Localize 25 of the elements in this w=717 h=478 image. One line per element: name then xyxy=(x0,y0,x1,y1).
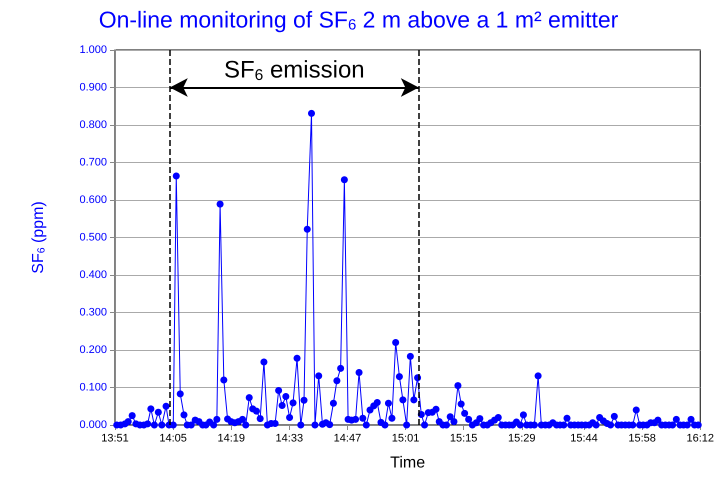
x-tick-label: 15:44 xyxy=(570,432,598,444)
y-tick-label: 0.200 xyxy=(79,344,107,356)
x-tick-label: 14:33 xyxy=(276,432,304,444)
y-axis-title: SF6 (ppm) xyxy=(30,201,48,274)
x-tick-label: 15:58 xyxy=(628,432,656,444)
y-tick-label: 1.000 xyxy=(79,44,107,56)
x-tick-label: 15:01 xyxy=(392,432,420,444)
x-axis-title: Time xyxy=(390,454,426,472)
y-tick-label: 0.300 xyxy=(79,306,107,318)
y-tick-label: 0.900 xyxy=(79,82,107,94)
y-tick-label: 0.800 xyxy=(79,119,107,131)
x-tick-label: 16:12 xyxy=(686,432,714,444)
x-tick-label: 14:19 xyxy=(217,432,245,444)
y-tick-label: 0.000 xyxy=(79,419,107,431)
y-tick-label: 0.100 xyxy=(79,382,107,394)
x-tick-label: 15:15 xyxy=(450,432,478,444)
x-tick-label: 14:47 xyxy=(334,432,362,444)
y-tick-label: 0.600 xyxy=(79,194,107,206)
x-tick-label: 14:05 xyxy=(159,432,187,444)
x-tick-label: 13:51 xyxy=(101,432,129,444)
annotation: SF6 emission xyxy=(224,56,365,84)
y-tick-label: 0.500 xyxy=(79,232,107,244)
x-tick-label: 15:29 xyxy=(508,432,536,444)
y-tick-label: 0.400 xyxy=(79,269,107,281)
y-tick-label: 0.700 xyxy=(79,156,107,168)
